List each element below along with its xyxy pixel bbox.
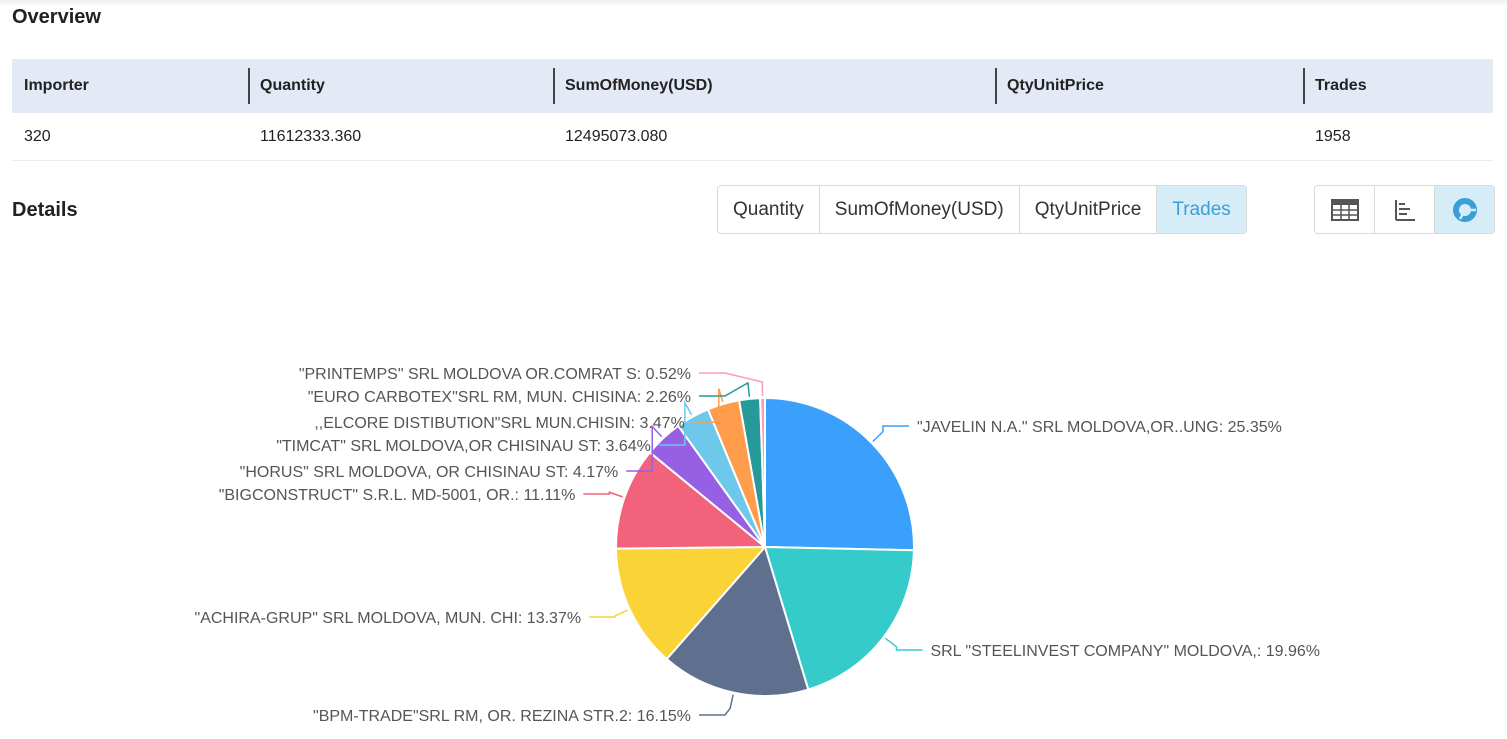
- column-header-importer[interactable]: Importer: [12, 59, 248, 113]
- tab-qty-unit-price[interactable]: QtyUnitPrice: [1019, 186, 1158, 233]
- column-header-label: Importer: [24, 77, 89, 94]
- pie-slice-label: "JAVELIN N.A." SRL MOLDOVA,OR..UNG: 25.3…: [917, 419, 1282, 436]
- pie-slice-label: "EURO CARBOTEX"SRL RM, MUN. CHISINA: 2.2…: [308, 389, 691, 406]
- column-separator: [248, 68, 250, 104]
- overview-table: Importer Quantity SumOfMoney(USD) QtyUni…: [12, 59, 1493, 161]
- pie-chart: "JAVELIN N.A." SRL MOLDOVA,OR..UNG: 25.3…: [195, 366, 1320, 725]
- details-title: Details: [12, 199, 78, 221]
- cell-importer: 320: [12, 113, 248, 161]
- pie-leader-line: [884, 637, 923, 651]
- pie-slice[interactable]: [665, 544, 810, 697]
- column-header-label: SumOfMoney(USD): [565, 77, 713, 94]
- pie-slice[interactable]: [615, 451, 768, 550]
- pie-chart-icon: [1452, 197, 1477, 222]
- pie-slice[interactable]: [614, 545, 768, 661]
- table-row: 320 11612333.360 12495073.080 1958: [12, 113, 1493, 161]
- pie-leader-line: [872, 425, 909, 442]
- column-header-label: QtyUnitPrice: [1007, 77, 1104, 94]
- column-separator: [995, 68, 997, 104]
- tab-trades[interactable]: Trades: [1157, 186, 1246, 233]
- pie-leader-line: [658, 399, 693, 446]
- pie-slice-label: "HORUS" SRL MOLDOVA, OR CHISINAU ST: 4.1…: [240, 464, 619, 481]
- pie-slice-label: "ACHIRA-GRUP" SRL MOLDOVA, MUN. CHI: 13.…: [195, 610, 582, 627]
- pie-slice-label: "PRINTEMPS" SRL MOLDOVA OR.COMRAT S: 0.5…: [299, 366, 691, 383]
- metric-tab-group: Quantity SumOfMoney(USD) QtyUnitPrice Tr…: [717, 185, 1247, 234]
- column-separator: [553, 68, 555, 104]
- pie-leader-line: [699, 372, 764, 397]
- bar-chart-view-button[interactable]: [1375, 186, 1435, 233]
- pie-slice-label: SRL "STEELINVEST COMPANY" MOLDOVA,: 19.9…: [930, 643, 1320, 660]
- column-separator: [1303, 68, 1305, 104]
- pie-slice[interactable]: [759, 396, 766, 548]
- view-mode-group: [1314, 185, 1495, 234]
- column-header-qty-unit-price[interactable]: QtyUnitPrice: [995, 59, 1303, 113]
- cell-sum-of-money: 12495073.080: [553, 113, 995, 161]
- tab-quantity[interactable]: Quantity: [718, 186, 820, 233]
- bar-chart-icon: [1394, 199, 1415, 221]
- pie-slice[interactable]: [764, 396, 915, 552]
- pie-slice-label: "TIMCAT" SRL MOLDOVA,OR CHISINAU ST: 3.6…: [276, 438, 651, 455]
- table-view-icon: [1330, 198, 1359, 221]
- pie-leader-line: [626, 424, 663, 472]
- pie-leader-line: [699, 694, 734, 716]
- table-view-button[interactable]: [1315, 186, 1375, 233]
- pie-leader-line: [699, 381, 751, 397]
- pie-slice-label: "BPM-TRADE"SRL RM, OR. REZINA STR.2: 16.…: [313, 708, 691, 725]
- column-header-label: Quantity: [260, 77, 325, 94]
- pie-slice-label: "BIGCONSTRUCT" S.R.L. MD-5001, OR.: 11.1…: [219, 487, 576, 504]
- overview-header-row: Importer Quantity SumOfMoney(USD) QtyUni…: [12, 59, 1493, 113]
- pie-leader-line: [589, 609, 629, 618]
- pie-slice-label: ,,ELCORE DISTIBUTION"SRL MUN.CHISIN: 3.4…: [314, 415, 685, 432]
- pie-slice[interactable]: [763, 545, 915, 691]
- top-shadow: [0, 0, 1507, 6]
- column-header-quantity[interactable]: Quantity: [248, 59, 553, 113]
- pie-leader-line: [583, 491, 623, 498]
- cell-trades: 1958: [1303, 113, 1493, 161]
- cell-qty-unit-price: [995, 113, 1303, 161]
- column-header-label: Trades: [1315, 77, 1367, 94]
- column-header-trades[interactable]: Trades: [1303, 59, 1493, 113]
- column-header-sum-of-money[interactable]: SumOfMoney(USD): [553, 59, 995, 113]
- overview-title: Overview: [12, 6, 101, 28]
- cell-quantity: 11612333.360: [248, 113, 553, 161]
- pie-chart-view-button[interactable]: [1435, 186, 1494, 233]
- tab-sum-of-money[interactable]: SumOfMoney(USD): [819, 186, 1020, 233]
